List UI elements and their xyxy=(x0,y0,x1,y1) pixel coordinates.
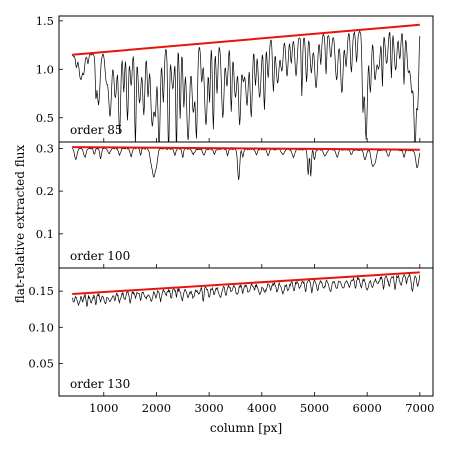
order-label: order 130 xyxy=(70,377,130,391)
y-tick-label: 0.15 xyxy=(28,284,54,298)
x-tick-label: 5000 xyxy=(300,401,329,415)
spectrum-line xyxy=(72,147,421,181)
y-tick-label: 1.5 xyxy=(36,14,54,28)
y-tick-label: 1.0 xyxy=(36,62,54,76)
x-tick-label: 4000 xyxy=(247,401,276,415)
x-tick-label: 1000 xyxy=(89,401,118,415)
y-tick-label: 0.5 xyxy=(36,111,54,125)
order-label: order 85 xyxy=(70,123,123,137)
blaze-fit-line xyxy=(72,271,420,296)
y-tick-label: 0.3 xyxy=(36,141,54,155)
x-axis-label: column [px] xyxy=(210,421,282,435)
blaze-fit-line xyxy=(72,23,420,56)
y-tick-label: 0.2 xyxy=(36,184,54,198)
y-tick-label: 0.1 xyxy=(36,227,54,241)
x-tick-label: 3000 xyxy=(194,401,223,415)
order-label: order 100 xyxy=(70,249,130,263)
x-tick-label: 2000 xyxy=(142,401,171,415)
panel-1: 0.5 1.0 1.5 order 85 xyxy=(36,14,434,143)
panel-3: 0.05 0.10 0.15 order 130 xyxy=(28,267,434,397)
y-axis-label: flat-relative extracted flux xyxy=(13,145,27,304)
spectrum-line xyxy=(72,272,421,307)
x-tick-label: 7000 xyxy=(405,401,434,415)
x-tick-label: 6000 xyxy=(353,401,382,415)
panel-2: 0.1 0.2 0.3 order 100 xyxy=(36,141,434,269)
y-tick-label: 0.05 xyxy=(28,356,54,370)
y-tick-label: 0.10 xyxy=(28,320,54,334)
blaze-fit-line xyxy=(72,146,420,151)
panel-frame xyxy=(58,267,434,397)
x-axis: 1000 2000 3000 4000 5000 6000 7000 xyxy=(89,401,434,415)
spectrum-line xyxy=(71,30,421,142)
